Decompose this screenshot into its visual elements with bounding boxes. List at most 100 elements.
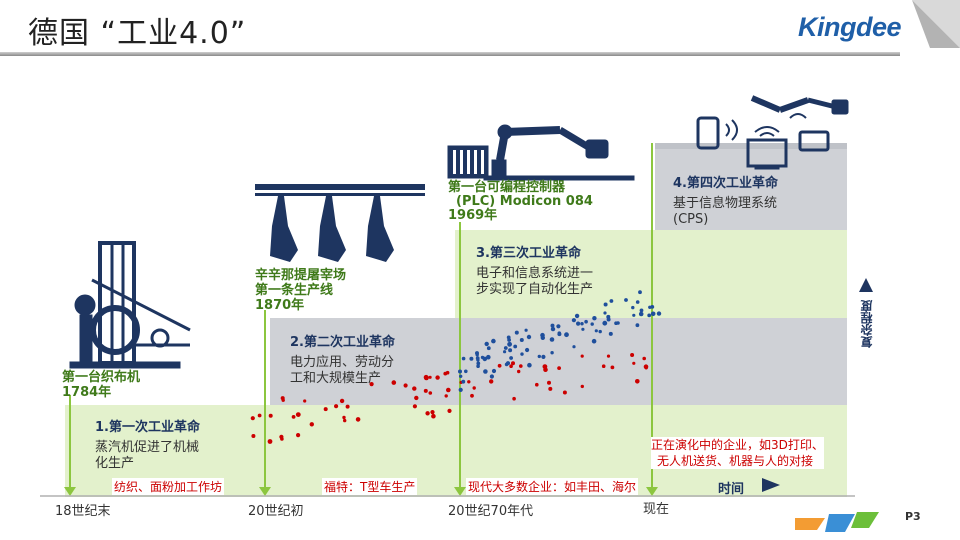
blue-dot [507, 341, 512, 347]
blue-dot [461, 356, 466, 361]
stage-1-title: 1.第一次工业革命 [95, 420, 200, 435]
red-dot [425, 411, 430, 416]
red-dot [610, 365, 615, 370]
milestone-plc: 第一台可编程控制器 (PLC) Modicon 084 1969年 [448, 181, 593, 223]
red-dot [345, 404, 350, 409]
blue-dot [648, 305, 652, 309]
milestone-plc-line-3: 1969年 [448, 208, 498, 223]
example-stage-4-line-2: 无人机送货、机器与人的对接 [657, 454, 814, 468]
blue-dot [469, 356, 474, 361]
blue-dot [508, 348, 513, 353]
blue-dot [509, 356, 513, 360]
example-stage-2: 福特：T型车生产 [322, 478, 418, 495]
red-dot [470, 393, 474, 398]
red-dot [535, 382, 539, 387]
guide-arrowheads [64, 487, 658, 496]
blue-dot [606, 317, 611, 322]
milestone-plc-line-2: (PLC) Modicon 084 [456, 194, 593, 209]
blue-dot [476, 364, 480, 369]
loom-icon [69, 241, 191, 369]
red-dot [334, 404, 339, 409]
red-dot [431, 413, 436, 419]
blue-dot [603, 302, 608, 307]
blue-dot [603, 311, 607, 315]
stage-4-title: 4.第四次工业革命 [673, 176, 778, 191]
red-dot [423, 374, 429, 380]
blue-dot-cluster [458, 290, 662, 392]
blue-dot [602, 320, 608, 326]
slide-title: 德国 “工业4.0” [28, 16, 247, 51]
red-dot [497, 363, 502, 368]
stage-3-desc-2: 步实现了自动化生产 [476, 282, 594, 297]
blue-dot [656, 311, 662, 316]
x-tick-1: 18世纪末 [55, 504, 111, 519]
red-dot [428, 391, 433, 395]
blue-dot [514, 330, 519, 335]
blue-dot [458, 369, 462, 374]
red-dot [257, 413, 262, 418]
red-dot [601, 364, 606, 369]
stage-2-title: 2.第二次工业革命 [290, 335, 395, 350]
stage-1-desc-1: 蒸汽机促进了机械 [95, 440, 200, 455]
y-axis-arrow-icon [859, 278, 873, 292]
stage-3: 3.第三次工业革命 电子和信息系统进一 步实现了自动化生产 [476, 246, 593, 298]
red-dot [467, 380, 471, 384]
milestone-assembly-line-3: 1870年 [255, 298, 305, 313]
cps-devices-icon [696, 95, 849, 170]
blue-dot [572, 345, 576, 349]
blue-dot [614, 321, 618, 326]
blue-dot [594, 329, 598, 333]
blue-dot [461, 379, 466, 384]
blue-dot [647, 313, 652, 318]
red-dot [562, 390, 567, 395]
x-axis-label: 时间 [718, 482, 745, 497]
milestone-loom-line-1: 第一台织布机 [62, 370, 141, 385]
red-dot [447, 408, 452, 413]
blue-dot [526, 334, 532, 340]
example-stage-1: 纺织、面粉加工作坊 [112, 478, 225, 495]
stage-4: 4.第四次工业革命 基于信息物理系统 (CPS) [673, 176, 778, 228]
blue-dot [458, 387, 463, 392]
blue-dot [459, 374, 463, 378]
red-dot [323, 407, 328, 412]
red-dot [512, 396, 516, 401]
milestone-loom-line-2: 1784年 [62, 385, 112, 400]
assembly-line-icon [255, 184, 425, 262]
red-dot [472, 386, 476, 390]
red-dot [268, 413, 273, 418]
blue-dot [519, 338, 524, 342]
x-axis-arrow-icon [762, 478, 780, 492]
milestone-assembly-line: 辛辛那提屠宰场 第一条生产线 1870年 [255, 268, 346, 313]
red-dot [644, 366, 648, 370]
blue-dot [507, 338, 511, 342]
stage-4-desc-1: 基于信息物理系统 [673, 196, 778, 211]
plc-robot-icon [447, 124, 635, 181]
red-dot [412, 404, 417, 409]
blue-dot [476, 358, 480, 362]
blue-dot [525, 347, 530, 353]
blue-dot [476, 361, 481, 366]
stage-4-desc-2: (CPS) [673, 212, 709, 227]
red-dot [303, 399, 307, 403]
milestone-plc-line-1: 第一台可编程控制器 [448, 180, 566, 195]
blue-dot [541, 354, 546, 359]
red-dot [414, 395, 419, 401]
red-dot [250, 416, 255, 421]
blue-dot [608, 331, 613, 336]
blue-dot [503, 350, 507, 354]
red-dot [430, 410, 435, 415]
blue-dot [590, 322, 594, 326]
example-stage-4: 正在演化中的企业，如3D打印、 无人机送货、机器与人的对接 [651, 437, 824, 469]
red-dot [548, 386, 553, 391]
blue-dot [550, 323, 555, 328]
blue-dot [484, 341, 489, 347]
red-dot [342, 415, 346, 420]
example-stage-3: 现代大多数企业：如丰田、海尔 [466, 478, 639, 495]
page-curl-corner [912, 0, 960, 48]
blue-dot [491, 368, 497, 374]
blue-dot [550, 351, 554, 355]
red-dot [580, 384, 584, 389]
blue-dot [635, 300, 640, 304]
blue-dot [557, 332, 562, 337]
blue-dot [638, 290, 642, 295]
